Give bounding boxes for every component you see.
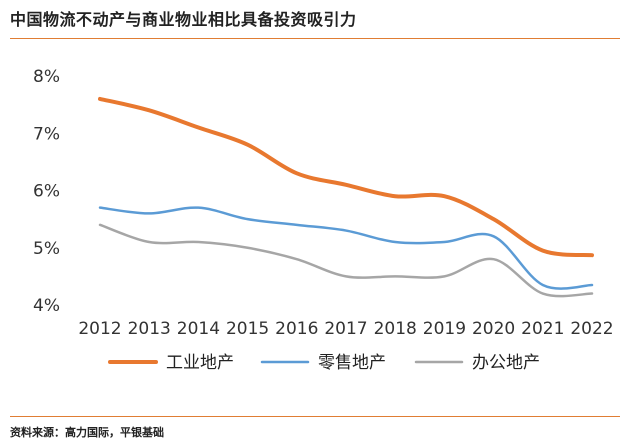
- source-note: 资料来源：高力国际，平银基础: [10, 426, 164, 439]
- legend-label: 零售地产: [318, 353, 386, 373]
- chart-title: 中国物流不动产与商业物业相比具备投资吸引力: [10, 10, 357, 29]
- x-tick-label: 2018: [374, 319, 417, 339]
- y-axis: 4% 5% 6% 7% 8%: [33, 67, 60, 316]
- x-tick-label: 2019: [423, 319, 466, 339]
- x-tick-label: 2016: [275, 319, 318, 339]
- x-tick-label: 2022: [570, 319, 613, 339]
- series-line-3: [98, 223, 594, 298]
- x-tick-label: 2014: [177, 319, 220, 339]
- x-tick-label: 2021: [521, 319, 564, 339]
- source-divider: [10, 416, 620, 417]
- y-tick-label: 7%: [33, 124, 60, 144]
- x-tick-label: 2017: [324, 319, 367, 339]
- legend-label: 办公地产: [472, 353, 540, 373]
- x-tick-label: 2015: [226, 319, 269, 339]
- series-layer: [98, 96, 594, 298]
- x-tick-label: 2020: [472, 319, 515, 339]
- series-line-1: [98, 96, 594, 258]
- x-tick-label: 2012: [78, 319, 121, 339]
- y-tick-label: 4%: [33, 296, 60, 316]
- line-chart: 4%5%6%7%8% 2012 2013 2014 2015 2016 2017 2018 2…: [33, 67, 614, 373]
- x-tick-label: 2013: [128, 319, 171, 339]
- y-tick-label: 8%: [33, 67, 60, 87]
- series-line-2: [98, 206, 594, 290]
- legend-label: 工业地产: [166, 353, 234, 373]
- x-axis: 2012 2013 2014 2015 2016 2017 2018 2019 2020 2021…: [78, 319, 613, 339]
- y-tick-label: 6%: [33, 182, 60, 202]
- y-tick-label: 5%: [33, 239, 60, 259]
- legend: 工业地产 零售地产 办公地产: [108, 353, 540, 373]
- title-divider: [10, 38, 620, 39]
